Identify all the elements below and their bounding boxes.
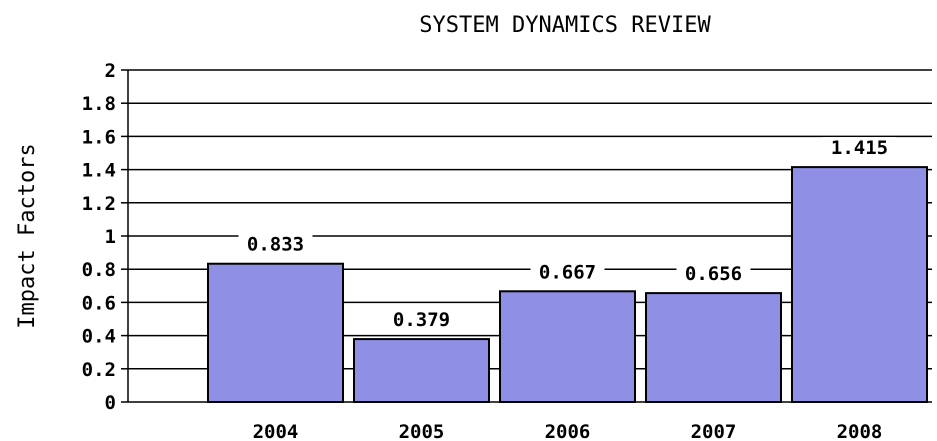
y-tick-label: 2 [105, 60, 116, 82]
y-tick-label: 0.8 [82, 259, 116, 281]
data-label-background [238, 233, 313, 256]
data-label-2005: 0.379 [393, 309, 450, 331]
y-tick-label: 0 [105, 392, 116, 414]
bars [207, 166, 928, 404]
bar-2005 [353, 338, 490, 403]
y-tick-label: 0.4 [82, 326, 116, 348]
y-tick-label: 1.4 [82, 160, 116, 182]
data-labels: 0.833 0.379 0.667 0.656 1.415 [238, 137, 897, 332]
data-label-background [384, 309, 459, 332]
y-tick-label: 1.6 [82, 126, 116, 148]
y-axis-ticks: 0 0.2 0.4 0.6 0.8 1 1.2 1.4 1.6 1.8 2 [82, 60, 128, 414]
bar-2004 [207, 262, 344, 403]
y-tick-label: 1 [105, 226, 116, 248]
y-axis-label: Impact Factors [15, 143, 40, 328]
data-label-2007: 0.656 [685, 263, 742, 285]
x-tick-label: 2005 [399, 421, 445, 441]
x-tick-label: 2006 [545, 421, 591, 441]
chart-title: SYSTEM DYNAMICS REVIEW [419, 13, 711, 38]
data-label-2004: 0.833 [247, 234, 304, 256]
data-label-background [676, 263, 751, 286]
bar-2007 [645, 292, 782, 404]
x-axis-ticks: 2004 2005 2006 2007 2008 [253, 421, 883, 441]
x-tick-label: 2007 [691, 421, 737, 441]
y-tick-label: 0.6 [82, 292, 116, 314]
y-tick-label: 0.2 [82, 359, 116, 381]
x-tick-label: 2008 [837, 421, 883, 441]
data-label-background [822, 137, 897, 160]
y-tick-label: 1.2 [82, 193, 116, 215]
bar-2008 [791, 166, 928, 403]
x-tick-label: 2004 [253, 421, 299, 441]
data-label-2008: 1.415 [831, 137, 888, 159]
bar-2006 [499, 290, 636, 404]
data-label-background [530, 261, 605, 284]
data-label-2006: 0.667 [539, 261, 596, 283]
y-tick-label: 1.8 [82, 93, 116, 115]
